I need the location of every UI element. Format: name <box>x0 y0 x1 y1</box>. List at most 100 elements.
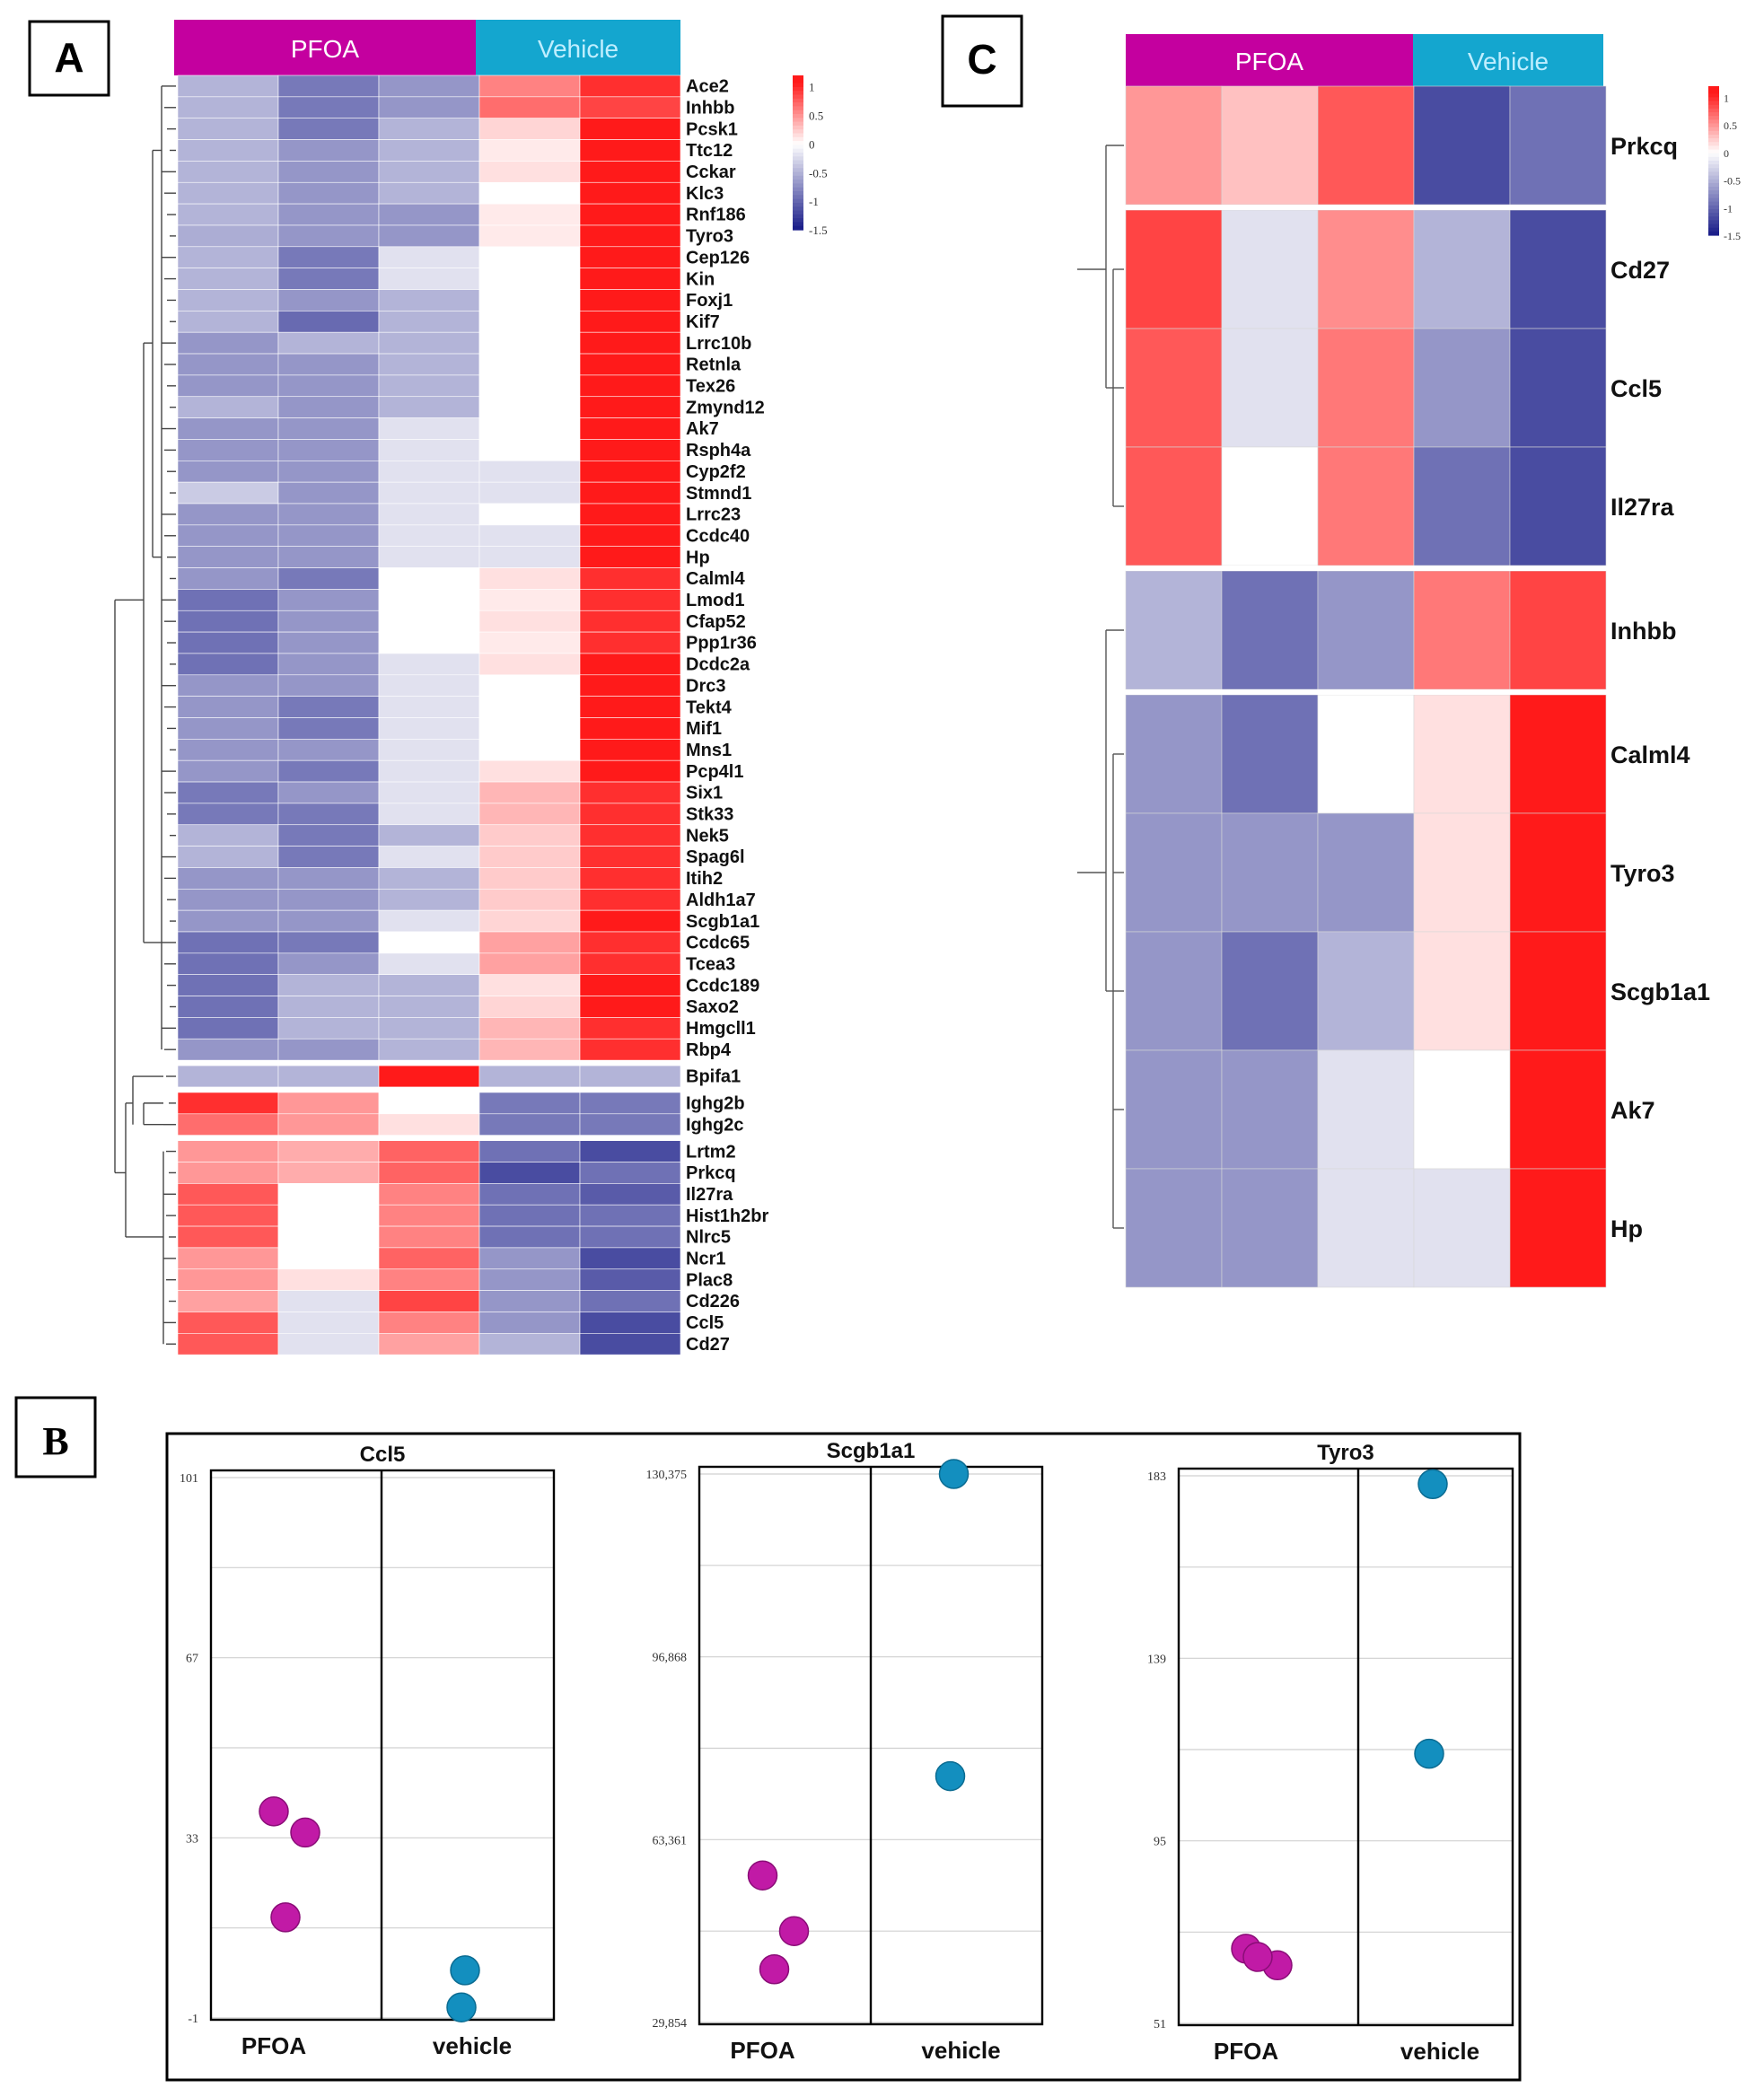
heatmap-cell <box>579 589 681 611</box>
vehicle-point <box>935 1760 966 1792</box>
heatmap-cell <box>277 803 380 826</box>
heatmap-cell <box>579 674 681 697</box>
heatmap-cell <box>1317 85 1415 206</box>
heatmap-cell <box>277 75 380 98</box>
heatmap-cell <box>177 161 279 183</box>
heatmap-cell <box>177 118 279 140</box>
colorbar-segment <box>793 129 803 135</box>
gene-label: Tex26 <box>686 377 735 397</box>
heatmap-cell <box>1221 328 1319 448</box>
colorbar-segment <box>793 136 803 142</box>
heatmap-cell <box>1413 1049 1511 1170</box>
heatmap-cell <box>478 888 581 911</box>
heatmap-cell <box>579 161 681 183</box>
heatmap-cell <box>177 759 279 783</box>
heatmap-cell <box>1125 812 1223 933</box>
heatmap-cell <box>579 1017 681 1040</box>
colorbar-segment <box>793 75 803 80</box>
gene-label: Foxj1 <box>686 291 733 311</box>
gene-label: Nek5 <box>686 826 729 846</box>
heatmap-cell <box>579 739 681 761</box>
gene-label: Lrrc23 <box>686 505 741 525</box>
y-tick-label: 139 <box>1147 1653 1166 1666</box>
colorbar-segment <box>793 218 803 223</box>
colorbar-segment <box>1708 182 1719 188</box>
heatmap-cell <box>1125 1168 1223 1288</box>
heatmap-cell <box>1509 209 1607 329</box>
heatmap-cell <box>378 867 480 890</box>
colorbar-tick: 1 <box>1724 92 1729 104</box>
heatmap-cell <box>1317 694 1415 814</box>
gene-label: Ttc12 <box>686 141 733 161</box>
heatmap-cell <box>378 803 480 826</box>
colorbar-segment <box>1708 231 1719 236</box>
heatmap-cell <box>277 781 380 804</box>
heatmap-cell <box>478 268 581 290</box>
heatmap-cell <box>378 717 480 740</box>
colorbar-segment <box>1708 156 1719 162</box>
heatmap-cell <box>177 503 279 526</box>
gene-label: Cfap52 <box>686 612 746 632</box>
gene-label: Hp <box>1610 1215 1643 1242</box>
colorbar-tick: -0.5 <box>1724 175 1741 188</box>
heatmap-cell <box>478 1162 581 1184</box>
heatmap-cell <box>177 696 279 718</box>
heatmap-cell <box>579 1247 681 1270</box>
heatmap-cell <box>277 161 380 183</box>
heatmap-cell <box>378 96 480 118</box>
pfoa-point <box>778 1916 810 1946</box>
gene-label: Scgb1a1 <box>686 912 759 932</box>
heatmap-cell <box>277 268 380 290</box>
heatmap-cell <box>579 996 681 1018</box>
heatmap-cell <box>177 931 279 954</box>
heatmap-cell <box>177 246 279 268</box>
heatmap-cell <box>277 759 380 783</box>
y-tick-label: 95 <box>1154 1836 1166 1849</box>
heatmap-cell <box>177 1038 279 1061</box>
heatmap-cell <box>378 974 480 996</box>
heatmap-cell <box>1317 1049 1415 1170</box>
heatmap-cell <box>277 1183 380 1206</box>
heatmap-cell <box>478 1017 581 1040</box>
heatmap-cell <box>177 803 279 826</box>
gene-label: Ak7 <box>686 419 719 439</box>
colorbar-segment <box>793 148 803 154</box>
heatmap-cell <box>1509 446 1607 566</box>
pfoa-point <box>290 1817 320 1848</box>
heatmap-cell <box>177 1333 279 1355</box>
heatmap-cell <box>277 289 380 311</box>
gene-label: Ccdc189 <box>686 976 759 996</box>
colorbar-segment <box>1708 194 1719 199</box>
plot-frame <box>1177 1467 1514 2027</box>
heatmap-cell <box>579 846 681 868</box>
heatmap-cell <box>277 610 380 633</box>
colorbar-segment <box>1708 213 1719 217</box>
colorbar-segment <box>793 86 803 92</box>
heatmap-cell <box>1509 85 1607 206</box>
heatmap-cell <box>277 1312 380 1334</box>
heatmap-cell <box>378 1140 480 1162</box>
heatmap-cell <box>177 1312 279 1334</box>
gene-label: Prkcq <box>1610 133 1678 160</box>
gene-label: Ccl5 <box>1610 375 1662 402</box>
heatmap-cell <box>277 439 380 461</box>
heatmap-cell <box>579 696 681 718</box>
gene-label: Ncr1 <box>686 1250 725 1269</box>
heatmap-cell <box>277 1333 380 1355</box>
heatmap-cell <box>579 931 681 954</box>
heatmap-cell <box>478 1113 581 1136</box>
heatmap-cell <box>378 268 480 290</box>
heatmap-cell <box>478 1065 581 1088</box>
heatmap-cell <box>277 1204 380 1227</box>
heatmap-cell <box>378 1162 480 1184</box>
heatmap-cell <box>277 396 380 418</box>
x-category-label: vehicle <box>1400 2038 1479 2065</box>
heatmap-cell <box>378 353 480 376</box>
colorbar-segment <box>793 180 803 184</box>
heatmap-cell <box>378 1183 480 1206</box>
colorbar-tick: -1.5 <box>809 224 828 237</box>
heatmap-cell <box>177 1092 279 1115</box>
gene-label: Hist1h2br <box>686 1206 768 1226</box>
heatmap-cell <box>378 439 480 461</box>
plot-title: Scgb1a1 <box>827 1439 916 1463</box>
